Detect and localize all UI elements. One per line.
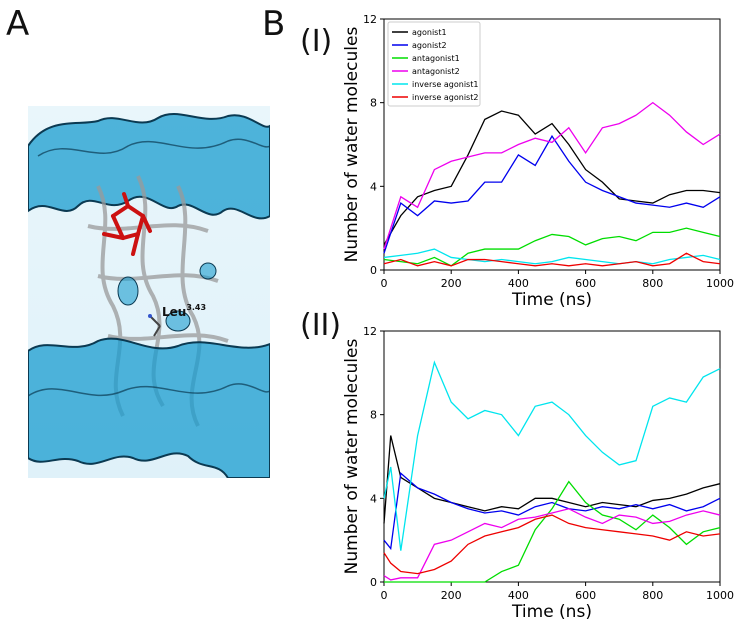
legend-label-I-inverse_agonist1: inverse agonist1 — [412, 80, 478, 89]
subpanel-label-ii: (II) — [300, 308, 342, 343]
series-line-I-inverse_agonist2 — [383, 252, 721, 267]
x-tick-label-I-800: 800 — [642, 277, 663, 290]
series-line-I-agonist2 — [383, 134, 721, 254]
y-tick-label-II-0: 0 — [370, 576, 377, 589]
series-line-II-inverse_agonist1 — [383, 360, 721, 551]
legend-label-I-antagonist2: antagonist2 — [412, 67, 460, 76]
x-tick-label-II-400: 400 — [508, 589, 529, 602]
residue-label: Leu3.43 — [162, 303, 206, 319]
lower-water-density — [28, 337, 270, 478]
ligand-molecule — [102, 192, 152, 256]
y-tick-label-I-8: 8 — [370, 97, 377, 110]
panel-label-b: B — [262, 4, 286, 44]
legend-label-I-antagonist1: antagonist1 — [412, 54, 460, 63]
x-tick-label-II-1000: 1000 — [706, 589, 734, 602]
legend-label-I-inverse_agonist2: inverse agonist2 — [412, 93, 478, 102]
x-tick-label-I-1000: 1000 — [706, 277, 734, 290]
series-line-II-antagonist1 — [384, 480, 721, 583]
legend-label-I-agonist2: agonist2 — [412, 41, 447, 50]
x-tick-label-II-600: 600 — [575, 589, 596, 602]
series-line-I-inverse_agonist1 — [383, 248, 721, 265]
x-tick-label-II-200: 200 — [441, 589, 462, 602]
series-line-I-agonist1 — [383, 110, 721, 246]
series-line-II-agonist2 — [383, 471, 721, 551]
x-tick-label-I-0: 0 — [381, 277, 388, 290]
y-tick-label-II-8: 8 — [370, 409, 377, 422]
y-tick-label-I-0: 0 — [370, 264, 377, 277]
plot-frame-II — [383, 330, 721, 583]
molecular-structure-image: Leu3.43 — [28, 106, 270, 478]
x-tick-label-I-200: 200 — [441, 277, 462, 290]
series-line-I-antagonist2 — [383, 101, 721, 250]
series-line-I-antagonist1 — [383, 227, 721, 267]
x-axis-label-I: Time (ns) — [511, 290, 592, 310]
y-tick-label-II-12: 12 — [363, 325, 377, 338]
plot-frame-I — [383, 18, 721, 271]
x-axis-label-II: Time (ns) — [511, 602, 592, 622]
y-tick-label-I-4: 4 — [370, 180, 377, 193]
series-line-II-antagonist2 — [383, 508, 721, 581]
y-tick-label-II-4: 4 — [370, 492, 377, 505]
panel-label-a: A — [6, 4, 30, 44]
series-line-II-inverse_agonist2 — [383, 514, 721, 575]
subpanel-label-i: (I) — [300, 24, 333, 59]
y-axis-label-I: Number of water molecules — [342, 27, 362, 263]
x-tick-label-I-400: 400 — [508, 277, 529, 290]
x-tick-label-II-0: 0 — [381, 589, 388, 602]
y-tick-label-I-12: 12 — [363, 13, 377, 26]
series-line-II-agonist1 — [383, 435, 721, 524]
x-tick-label-II-800: 800 — [642, 589, 663, 602]
x-tick-label-I-600: 600 — [575, 277, 596, 290]
legend-box-I — [387, 21, 481, 107]
upper-water-density — [28, 113, 270, 220]
residue-marker — [148, 314, 161, 337]
legend-label-I-agonist1: agonist1 — [412, 28, 447, 37]
y-axis-label-II: Number of water molecules — [342, 339, 362, 575]
